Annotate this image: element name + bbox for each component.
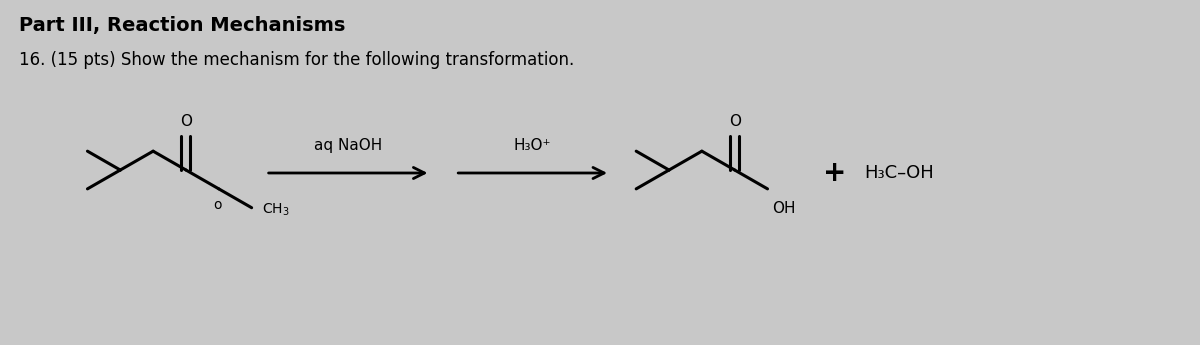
Text: O: O — [180, 114, 192, 129]
Text: +: + — [823, 159, 846, 187]
Text: 16. (15 pts) Show the mechanism for the following transformation.: 16. (15 pts) Show the mechanism for the … — [19, 51, 575, 69]
Text: o: o — [214, 198, 222, 212]
Text: O: O — [728, 114, 740, 129]
Text: CH$_3$: CH$_3$ — [262, 201, 289, 218]
Text: Part III, Reaction Mechanisms: Part III, Reaction Mechanisms — [19, 16, 346, 35]
Text: OH: OH — [773, 201, 796, 216]
Text: aq NaOH: aq NaOH — [314, 138, 383, 153]
Text: H₃O⁺: H₃O⁺ — [514, 138, 552, 153]
Text: H₃C–OH: H₃C–OH — [864, 164, 934, 182]
